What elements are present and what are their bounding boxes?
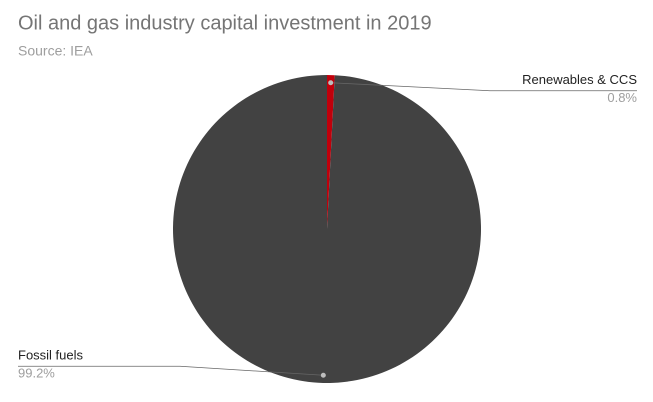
- leader-line: [330, 82, 637, 92]
- chart-subtitle: Source: IEA: [18, 43, 93, 59]
- leader-dot: [320, 372, 326, 378]
- leader-line: [18, 365, 324, 376]
- pie-slice: [327, 75, 335, 229]
- value-label: 0.8%: [607, 90, 637, 105]
- leader-dot: [328, 80, 334, 86]
- chart-title: Oil and gas industry capital investment …: [18, 12, 432, 34]
- slice-label: Fossil fuels: [18, 348, 84, 363]
- slice-label: Renewables & CCS: [522, 72, 637, 87]
- value-label: 99.2%: [18, 366, 55, 381]
- pie-slice: [172, 75, 481, 384]
